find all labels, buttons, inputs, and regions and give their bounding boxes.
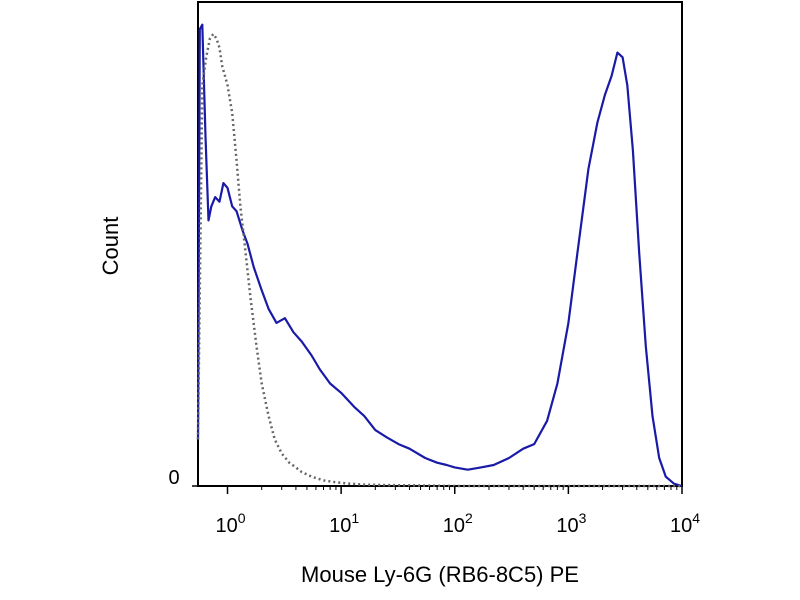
x-tick-label: 103 [556,510,586,537]
y-axis-title: Count [98,217,123,276]
x-tick-label: 100 [216,510,246,537]
x-axis-title: Mouse Ly-6G (RB6-8C5) PE [301,562,579,587]
y-tick-label: 0 [168,467,179,489]
x-tick-label: 104 [670,510,700,537]
series-line-control [196,32,682,488]
x-tick-label: 101 [329,510,359,537]
tick-layer: 100 101 102 103 104 0 [168,467,700,537]
series-line-stained [196,23,683,488]
series-layer [196,23,683,488]
x-tick-label: 102 [443,510,473,537]
plot-frame [197,1,683,487]
